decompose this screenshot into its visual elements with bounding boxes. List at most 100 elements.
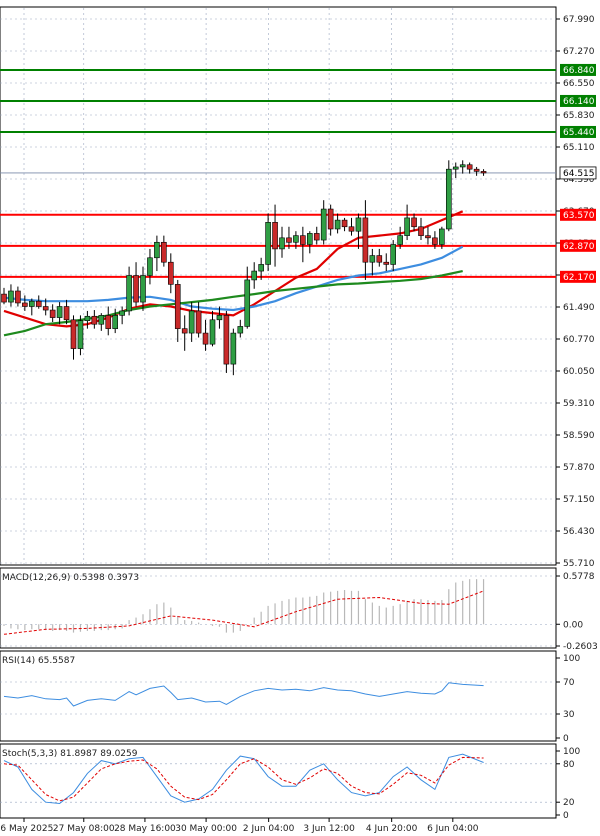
macd-panel-frame — [0, 567, 557, 649]
candle-body — [404, 217, 410, 236]
candle-body — [195, 310, 202, 334]
rsi-tick-label: 0 — [563, 734, 569, 744]
candle-body — [147, 257, 153, 276]
candle-body — [445, 168, 452, 230]
level-badge-label: 65.440 — [563, 128, 595, 138]
candle-body — [133, 275, 139, 303]
candle-body — [126, 275, 132, 312]
rsi-y-axis: 100 70 30 0 — [556, 654, 580, 744]
candle-body — [362, 217, 369, 263]
stoch-y-axis: 100 80 20 0 — [556, 747, 580, 821]
price-tick-label: 55.710 — [563, 559, 595, 569]
current-price-label: 64.515 — [563, 169, 595, 179]
candle-body — [216, 315, 223, 321]
candle-body — [237, 326, 244, 334]
level-badge-label: 66.840 — [563, 66, 595, 76]
candle-body — [466, 164, 473, 170]
macd-tick-label: 0.5778 — [563, 572, 595, 582]
candle-body — [230, 332, 237, 365]
rsi-title: RSI(14) 65.5587 — [2, 656, 75, 666]
price-tick-label: 59.310 — [563, 399, 595, 409]
moving-average-line — [3, 245, 464, 312]
candle-body — [168, 261, 174, 285]
candle-body — [306, 233, 313, 245]
candle-body — [432, 237, 438, 245]
candle-body — [279, 237, 285, 250]
candle-body — [341, 219, 348, 228]
candle-body — [348, 226, 355, 232]
x-tick-label: 6 Jun 04:00 — [427, 824, 479, 834]
macd-histogram — [3, 579, 485, 633]
x-tick-label: 27 May 08:00 — [53, 824, 115, 834]
level-badge-label: 66.140 — [563, 97, 595, 107]
rsi-tick-label: 30 — [563, 710, 575, 720]
candle-body — [112, 315, 118, 329]
price-panel: 67.99067.27066.55065.83065.11064.39063.6… — [0, 6, 597, 569]
candle-body — [22, 302, 28, 307]
candle-body — [161, 241, 167, 263]
candle-body — [334, 219, 341, 230]
candle-body — [49, 309, 56, 318]
price-tick-label: 57.150 — [563, 495, 595, 505]
stoch-lines — [3, 753, 484, 805]
candle-body — [56, 306, 63, 318]
price-tick-label: 65.110 — [563, 143, 595, 153]
candle-body — [15, 290, 21, 304]
candle-body — [119, 310, 125, 316]
candle-body — [313, 233, 320, 241]
level-badges: 66.840 66.140 65.440 63.570 62.870 62.170 64.5… — [559, 63, 597, 283]
price-tick-label: 67.990 — [563, 15, 595, 25]
candle-body — [355, 217, 362, 232]
x-tick-label: 28 May 16:00 — [114, 824, 176, 834]
candle-body — [286, 237, 292, 243]
rsi-line — [3, 682, 484, 707]
macd-title: MACD(12,26,9) 0.5398 0.3973 — [2, 573, 139, 583]
candle-body — [244, 279, 251, 327]
stoch-tick-label: 100 — [563, 747, 580, 757]
x-tick-label: 30 May 00:00 — [175, 824, 237, 834]
candle-body — [473, 168, 480, 172]
stoch-tick-label: 80 — [563, 760, 575, 770]
price-tick-label: 67.270 — [563, 47, 595, 57]
level-badge — [560, 208, 596, 221]
x-tick-label: 3 Jun 12:00 — [303, 824, 355, 834]
stoch-path — [3, 753, 484, 805]
price-tick-label: 57.870 — [563, 463, 595, 473]
candle-body — [390, 244, 397, 265]
candle-body — [8, 290, 14, 303]
rsi-path — [3, 682, 484, 707]
candle-body — [63, 306, 70, 321]
candle-body — [300, 235, 306, 245]
candle-body — [154, 241, 160, 259]
stoch-panel: 100 80 20 0 Stoch(5,3,3) 81.8987 89.0259 — [0, 743, 580, 821]
price-tick-label: 60.050 — [563, 367, 595, 377]
candle-body — [369, 255, 376, 263]
candle-body — [265, 222, 271, 265]
candle-body — [209, 319, 216, 345]
candle-body — [459, 164, 466, 168]
candle-body — [1, 293, 7, 303]
price-levels — [0, 68, 556, 278]
candle-body — [383, 261, 390, 265]
rsi-panel-frame — [0, 650, 557, 742]
candle-body — [188, 310, 195, 334]
time-axis: 26 May 2025 27 May 08:00 28 May 16:00 30 Ma… — [0, 818, 479, 834]
price-tick-label: 66.550 — [563, 79, 595, 89]
price-panel-frame — [0, 6, 557, 566]
stoch-path — [3, 756, 484, 802]
candle-body — [202, 332, 209, 345]
macd-signal-path — [3, 590, 484, 635]
candle-body — [181, 328, 188, 334]
price-tick-label: 65.830 — [563, 111, 595, 121]
candle-body — [35, 300, 42, 307]
level-badge — [560, 125, 596, 138]
candle-body — [480, 171, 487, 174]
macd-signal-line — [3, 590, 484, 635]
level-badge — [560, 270, 596, 283]
stoch-tick-label: 20 — [563, 798, 575, 808]
candle-body — [70, 319, 77, 349]
candle-body — [98, 315, 105, 325]
candle-body — [411, 217, 417, 228]
level-badge-label: 62.870 — [563, 242, 595, 252]
